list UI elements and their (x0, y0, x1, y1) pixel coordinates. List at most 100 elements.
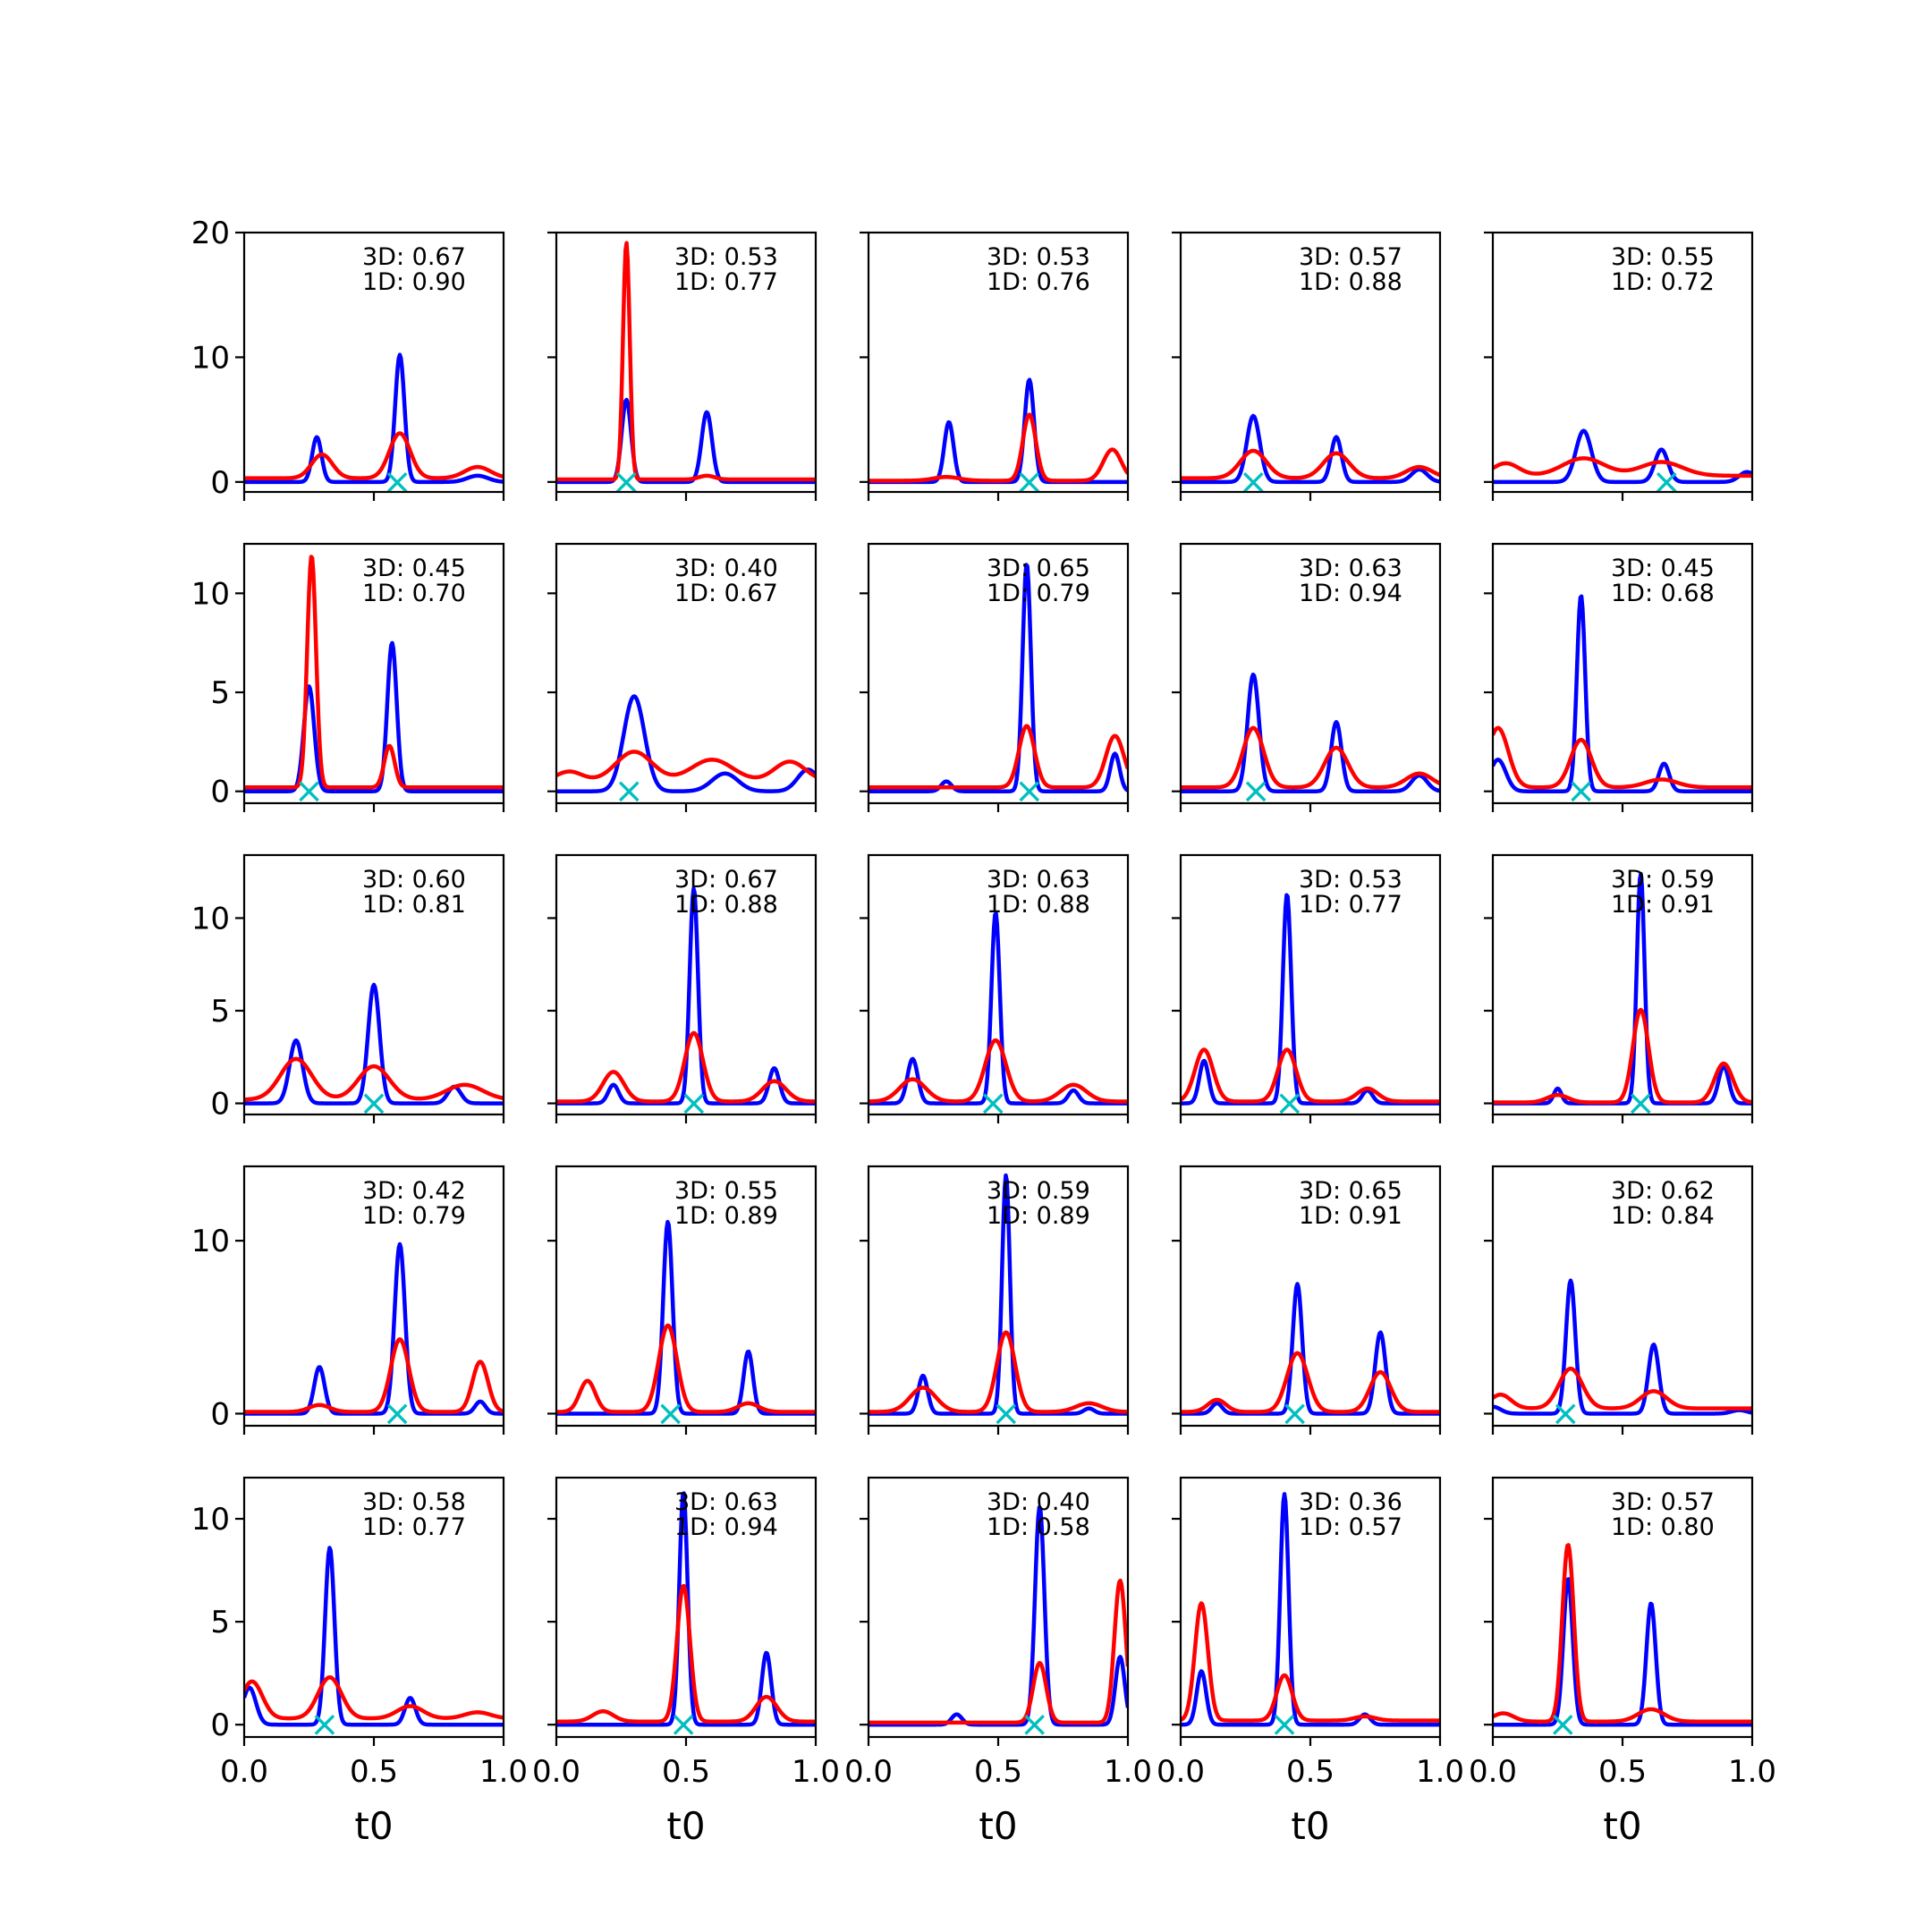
y-tick-label: 0 (210, 1396, 230, 1432)
score-1d-label: 1D: 0.89 (987, 1202, 1090, 1230)
red-series-line (244, 1056, 504, 1102)
plot-area (1181, 413, 1440, 485)
red-series-line (1181, 1047, 1440, 1104)
score-3d-label: 3D: 0.55 (674, 1177, 778, 1205)
plot-area (244, 352, 504, 485)
score-3d-label: 3D: 0.53 (987, 243, 1090, 271)
y-tick-label: 5 (210, 994, 230, 1030)
score-1d-label: 1D: 0.91 (1299, 1202, 1402, 1230)
red-series-line (1181, 1351, 1440, 1414)
cyan-x-marker: × (679, 1083, 709, 1124)
red-series-line (556, 750, 816, 780)
score-1d-label: 1D: 0.58 (987, 1513, 1090, 1541)
score-3d-label: 3D: 0.45 (1611, 555, 1715, 582)
plot-area (556, 1219, 816, 1416)
blue-series-line (1181, 1282, 1440, 1416)
x-axis-label: t0 (1603, 1804, 1641, 1848)
score-3d-label: 3D: 0.53 (1299, 866, 1402, 894)
blue-series-line (244, 1546, 504, 1727)
cyan-x-marker: × (1626, 1083, 1657, 1124)
red-series-line (556, 1030, 816, 1104)
blue-series-line (1493, 1278, 1752, 1416)
blue-series-line (1493, 1577, 1752, 1727)
score-3d-label: 3D: 0.65 (987, 555, 1090, 582)
blue-series-line (1181, 1492, 1440, 1727)
score-3d-label: 3D: 0.63 (987, 866, 1090, 894)
score-1d-label: 1D: 0.88 (674, 891, 778, 919)
score-1d-label: 1D: 0.70 (362, 580, 466, 607)
red-series-line (244, 555, 504, 790)
score-1d-label: 1D: 0.77 (1299, 891, 1402, 919)
plot-area (1181, 1282, 1440, 1416)
x-tick-label: 0.5 (974, 1754, 1022, 1790)
score-1d-label: 1D: 0.57 (1299, 1513, 1402, 1541)
blue-series-line (869, 1173, 1128, 1416)
y-tick-label: 0 (210, 775, 230, 810)
cyan-x-marker: × (1014, 462, 1045, 503)
plot-area (869, 377, 1128, 485)
plot-area (1181, 672, 1440, 793)
blue-series-line (244, 352, 504, 485)
plot-area (1181, 893, 1440, 1106)
score-3d-label: 3D: 0.53 (674, 243, 778, 271)
cyan-x-marker: × (1241, 771, 1271, 812)
x-tick-label: 0.0 (1469, 1754, 1517, 1790)
cyan-x-marker: × (1652, 462, 1682, 503)
red-series-line (1493, 725, 1752, 790)
red-series-line (1493, 456, 1752, 479)
y-tick-label: 10 (191, 901, 230, 936)
score-1d-label: 1D: 0.84 (1611, 1202, 1715, 1230)
plot-area (869, 563, 1128, 793)
cyan-x-marker: × (1566, 771, 1597, 812)
plot-area (869, 1173, 1128, 1416)
score-3d-label: 3D: 0.67 (362, 243, 466, 271)
red-series-line (869, 724, 1128, 790)
plot-area (556, 886, 816, 1106)
x-tick-label: 0.0 (532, 1754, 580, 1790)
plot-area (556, 1491, 816, 1727)
score-3d-label: 3D: 0.45 (362, 555, 466, 582)
red-series-line (869, 1578, 1128, 1725)
score-3d-label: 3D: 0.67 (674, 866, 778, 894)
plot-area (1493, 428, 1752, 485)
x-tick-label: 0.0 (1157, 1754, 1205, 1790)
red-series-line (1493, 1366, 1752, 1411)
y-tick-label: 10 (191, 1224, 230, 1259)
plot-area (244, 1546, 504, 1727)
blue-series-line (1181, 893, 1440, 1106)
x-tick-label: 0.0 (844, 1754, 893, 1790)
score-3d-label: 3D: 0.40 (674, 555, 778, 582)
x-tick-label: 0.5 (1598, 1754, 1647, 1790)
x-tick-label: 1.0 (1416, 1754, 1464, 1790)
score-3d-label: 3D: 0.60 (362, 866, 466, 894)
cyan-x-marker: × (1548, 1704, 1579, 1745)
cyan-x-marker: × (1020, 1704, 1050, 1745)
blue-series-line (556, 694, 816, 793)
plot-area (1493, 1543, 1752, 1727)
score-1d-label: 1D: 0.79 (987, 580, 1090, 607)
cyan-x-marker: × (612, 462, 642, 503)
cyan-x-marker: × (668, 1704, 699, 1745)
score-1d-label: 1D: 0.80 (1611, 1513, 1715, 1541)
score-3d-label: 3D: 0.59 (1611, 866, 1715, 894)
cyan-x-marker: × (1014, 771, 1045, 812)
blue-series-line (869, 563, 1128, 793)
x-axis-label: t0 (979, 1804, 1017, 1848)
blue-series-line (869, 911, 1128, 1106)
